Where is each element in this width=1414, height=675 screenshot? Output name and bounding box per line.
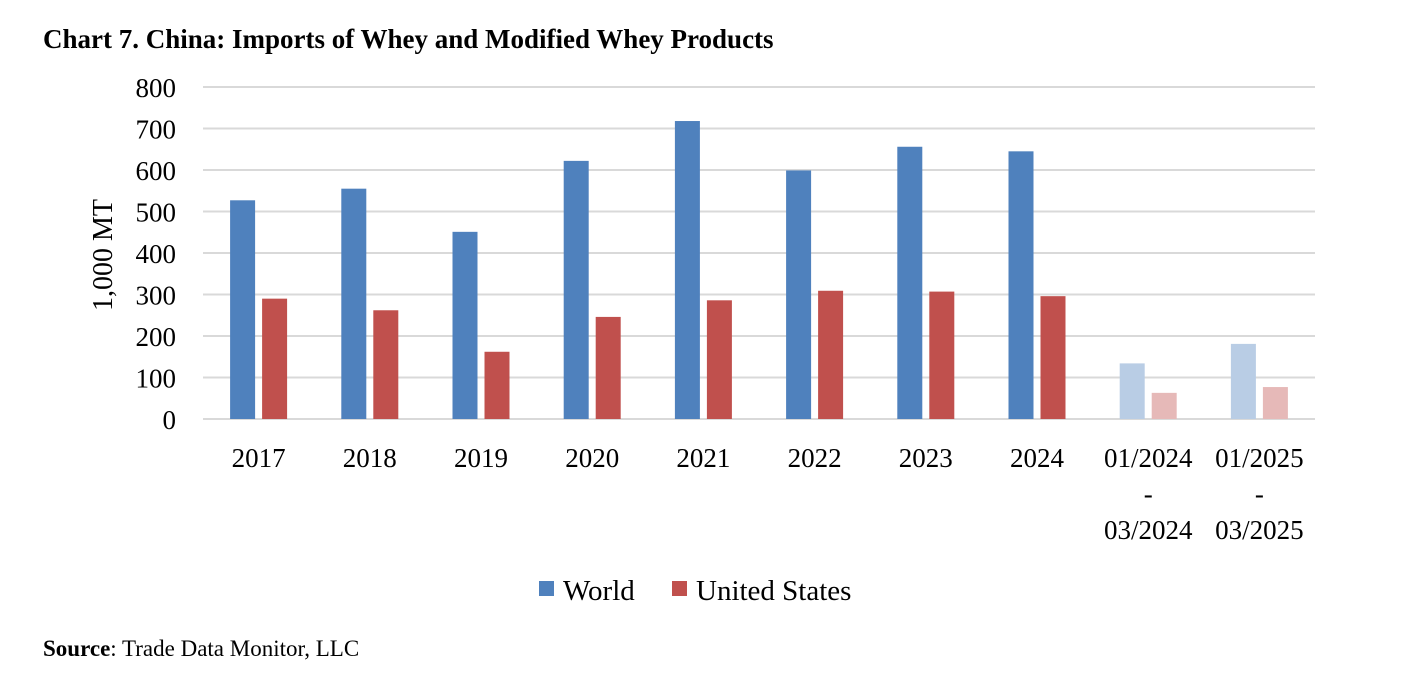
legend-swatch — [672, 581, 687, 596]
x-tick-label: 2021 — [676, 443, 730, 473]
legend-label: United States — [696, 575, 851, 607]
bar-world — [341, 188, 367, 419]
x-tick-label: 2023 — [899, 443, 953, 473]
x-tick-label: 2018 — [343, 443, 397, 473]
y-tick-label: 600 — [136, 156, 177, 186]
y-tick-label: 700 — [136, 115, 177, 145]
bar-united-states — [484, 351, 510, 419]
bar-world — [1119, 363, 1145, 419]
x-tick-label: 2017 — [232, 443, 286, 473]
bar-world — [1230, 343, 1256, 419]
bar-world — [563, 160, 589, 419]
bar-world — [674, 121, 700, 419]
y-tick-label: 500 — [136, 198, 177, 228]
y-tick-label: 800 — [136, 73, 177, 103]
bar-united-states — [373, 310, 399, 419]
x-tick-label: 2022 — [788, 443, 842, 473]
y-tick-label: 100 — [136, 364, 177, 394]
bar-united-states — [1040, 296, 1066, 419]
source-note: Source: Trade Data Monitor, LLC — [43, 636, 359, 661]
y-axis-ticks: 0 100 200 300 400 500 600 700 800 — [136, 73, 177, 435]
x-axis-ticks: 2017 2018 2019 2020 2021 2022 2023 2024 01/2024-… — [232, 443, 1304, 545]
bar-united-states — [262, 298, 288, 419]
legend-swatch — [539, 581, 554, 596]
bars — [230, 121, 1288, 419]
bar-united-states — [706, 300, 732, 419]
y-tick-label: 300 — [136, 281, 177, 311]
x-tick-label: 01/2024 -03/2024 — [1104, 443, 1193, 545]
x-tick-label: 2019 — [454, 443, 508, 473]
x-tick-label: 2024 — [1010, 443, 1065, 473]
bar-world — [1008, 151, 1034, 419]
y-tick-label: 0 — [163, 405, 177, 435]
x-tick-label: 2020 — [565, 443, 619, 473]
y-tick-label: 200 — [136, 322, 177, 352]
bar-united-states — [818, 290, 844, 419]
bar-world — [452, 231, 478, 419]
legend-label: World — [563, 575, 635, 607]
y-axis-label: 1,000 MT — [88, 199, 119, 311]
bar-world — [786, 170, 812, 419]
bar-world — [897, 146, 923, 419]
source-text: : Trade Data Monitor, LLC — [110, 636, 359, 661]
x-tick-label: 01/2025 -03/2025 — [1215, 443, 1304, 545]
bar-united-states — [1262, 387, 1288, 419]
bar-world — [230, 200, 256, 419]
bar-united-states — [1151, 392, 1177, 419]
legend: World United States — [539, 575, 851, 607]
chart-title: Chart 7. China: Imports of Whey and Modi… — [43, 24, 774, 54]
bar-united-states — [929, 291, 955, 419]
bar-united-states — [595, 316, 621, 419]
y-tick-label: 400 — [136, 239, 177, 269]
gridlines — [203, 86, 1315, 420]
source-label: Source — [43, 636, 110, 661]
